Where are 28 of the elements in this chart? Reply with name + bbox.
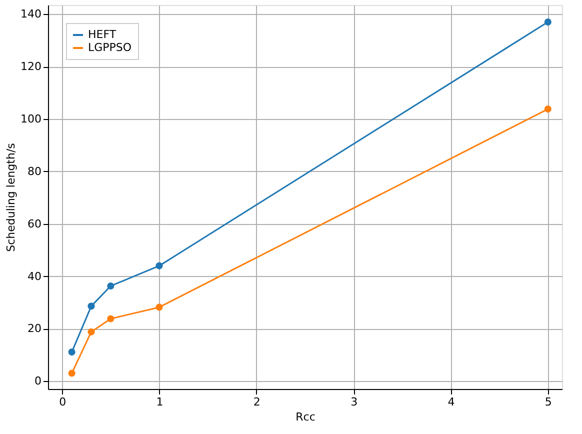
point: [68, 348, 76, 356]
y-tick-label: 20: [28, 322, 42, 336]
point: [156, 262, 163, 270]
y-tick-label: 120: [20, 60, 42, 74]
y-tick-label: 60: [28, 217, 42, 230]
x-tick-label: 0: [59, 396, 66, 408]
legend-label: HEFT: [88, 28, 116, 41]
y-tick-label: 0: [34, 374, 42, 388]
y-tick-label: 40: [28, 270, 42, 283]
x-tick-label: 2: [253, 396, 260, 408]
point: [88, 302, 95, 310]
y-tick-label: 80: [28, 164, 42, 178]
point: [544, 18, 552, 26]
x-axis-title: Rcc: [296, 410, 316, 424]
x-tick-label: 5: [544, 396, 552, 408]
point: [544, 106, 552, 113]
point: [107, 282, 114, 290]
y-tick-label: 100: [20, 112, 42, 126]
y-tick-label: 140: [20, 8, 42, 21]
point: [68, 370, 76, 377]
x-tick-label: 3: [350, 396, 358, 408]
x-tick-label: 1: [156, 396, 164, 408]
x-tick-label: 4: [448, 396, 455, 408]
point: [88, 328, 95, 336]
point: [156, 304, 163, 311]
legend-label: LGPPSO: [88, 41, 132, 54]
point: [107, 315, 114, 322]
y-axis-title: Scheduling length/s: [4, 142, 18, 252]
